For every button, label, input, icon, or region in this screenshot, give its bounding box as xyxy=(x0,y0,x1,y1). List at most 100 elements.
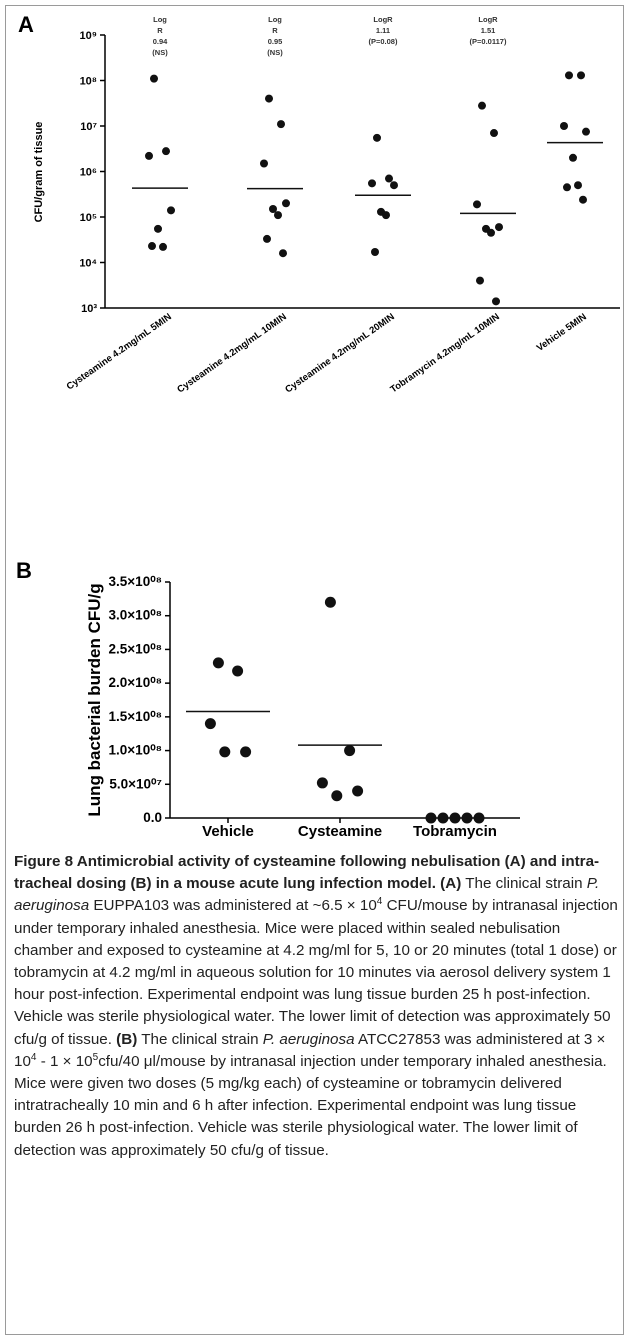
figure: A CFU/gram of tissue 10³ 10⁴ 10⁵ 10⁶ 10⁷ 10⁸ 10⁹… xyxy=(16,12,620,840)
annotation: Log xyxy=(268,15,282,24)
data-point xyxy=(382,211,390,220)
data-point xyxy=(449,812,461,824)
data-point xyxy=(425,812,437,824)
data-point xyxy=(582,127,590,136)
annotation: (P=0.08) xyxy=(369,37,398,46)
data-point xyxy=(263,234,271,243)
x-tick-label: Vehicle 5MIN xyxy=(535,311,589,353)
data-point xyxy=(212,657,224,669)
annotation: Log xyxy=(153,15,167,24)
data-point xyxy=(274,211,282,220)
data-point xyxy=(373,133,381,142)
figure-frame xyxy=(5,5,624,1335)
data-point xyxy=(167,206,175,215)
data-point xyxy=(565,71,573,80)
data-point xyxy=(324,596,336,608)
y-tick-label: 10⁷ xyxy=(80,121,97,133)
data-point xyxy=(492,297,500,306)
y-tick-label: 10³ xyxy=(81,303,97,315)
y-tick-label: 0.0 xyxy=(143,810,162,825)
panel-label: A xyxy=(18,12,34,37)
data-point xyxy=(265,94,273,103)
annotation: 0.94 xyxy=(153,37,168,46)
y-tick-label: 3.5×10⁰⁸ xyxy=(109,574,162,589)
y-tick-label: 1.0×10⁰⁸ xyxy=(109,743,162,758)
data-point xyxy=(279,249,287,258)
annotation: LogR xyxy=(373,15,393,24)
data-point xyxy=(569,153,577,162)
caption-text: - 1 × 10 xyxy=(40,1052,93,1070)
caption-text: CFU/mouse by intranasal injection under … xyxy=(14,897,618,1048)
y-tick-label: 10⁹ xyxy=(80,30,97,42)
data-point xyxy=(145,151,153,160)
data-point xyxy=(148,242,156,251)
x-tick-label: Cysteamine 4.2mg/mL 10MIN xyxy=(175,311,289,395)
data-point xyxy=(579,195,587,204)
panel-label: B xyxy=(16,558,32,583)
y-tick-label: 10⁶ xyxy=(80,167,97,179)
data-point xyxy=(154,224,162,233)
caption-text: ATCC27853 was administered at 3 × 10 xyxy=(14,1030,606,1070)
data-point xyxy=(282,199,290,208)
annotation: 0.95 xyxy=(268,37,283,46)
caption-text: cfu/40 μl/mouse by intranasal injection … xyxy=(14,1052,607,1159)
caption-species: P. aeruginosa xyxy=(262,1030,355,1048)
y-tick-label: 10⁸ xyxy=(80,76,97,88)
caption-text: The clinical strain xyxy=(465,875,583,893)
x-tick-label: Cysteamine xyxy=(298,823,382,840)
data-point xyxy=(577,71,585,80)
y-tick-label: 3.0×10⁰⁸ xyxy=(109,608,162,623)
y-axis-label: CFU/gram of tissue xyxy=(33,122,45,223)
caption-sup: 4 xyxy=(376,896,383,908)
caption-text: The clinical strain xyxy=(141,1030,259,1048)
data-point xyxy=(478,101,486,110)
data-point xyxy=(473,812,485,824)
x-tick-label: Cysteamine 4.2mg/mL 20MIN xyxy=(283,311,397,395)
data-point xyxy=(269,204,277,213)
data-point xyxy=(560,122,568,130)
caption-species: P. aeruginosa xyxy=(14,875,600,915)
y-tick-label: 10⁵ xyxy=(80,212,97,224)
data-point xyxy=(437,812,449,824)
data-point xyxy=(260,159,268,168)
data-point xyxy=(368,179,376,188)
data-point xyxy=(232,665,244,677)
data-point xyxy=(476,276,484,285)
x-tick-label: Tobramycin 4.2mg/mL 10MIN xyxy=(388,311,501,395)
x-tick-label: Vehicle xyxy=(202,823,254,840)
data-point xyxy=(331,790,343,802)
data-point xyxy=(371,248,379,257)
data-point xyxy=(473,200,481,209)
annotation: 1.51 xyxy=(481,26,496,35)
annotation: 1.11 xyxy=(376,26,390,35)
data-point xyxy=(219,746,231,758)
x-tick-label: Tobramycin xyxy=(413,823,497,840)
data-point xyxy=(495,223,503,232)
annotation: (NS) xyxy=(152,48,168,57)
data-point xyxy=(277,120,285,129)
caption-sup: 5 xyxy=(92,1051,99,1063)
data-point xyxy=(159,242,167,251)
annotation: (NS) xyxy=(267,48,283,57)
data-point xyxy=(240,746,252,758)
annotation: R xyxy=(272,26,278,35)
y-tick-label: 2.5×10⁰⁸ xyxy=(109,641,162,656)
y-tick-label: 5.0×10⁰⁷ xyxy=(109,776,162,791)
data-point xyxy=(563,183,571,192)
annotation: R xyxy=(157,26,163,35)
y-axis-label: Lung bacterial burden CFU/g xyxy=(85,583,104,816)
data-point xyxy=(162,147,170,156)
data-point xyxy=(344,745,356,757)
data-point xyxy=(150,74,158,83)
y-tick-label: 10⁴ xyxy=(79,258,97,270)
annotation: (P=0.0117) xyxy=(470,37,507,46)
caption-label: (B) xyxy=(116,1030,138,1048)
y-tick-label: 1.5×10⁰⁸ xyxy=(109,709,162,724)
caption: Figure 8 Antimicrobial activity of cyste… xyxy=(14,851,618,1162)
y-tick-label: 2.0×10⁰⁸ xyxy=(109,675,162,690)
caption-text: EUPPA103 was administered at ~6.5 × 10 xyxy=(93,897,377,915)
data-point xyxy=(461,812,473,824)
caption-label: (A) xyxy=(440,875,462,893)
data-point xyxy=(574,181,582,190)
